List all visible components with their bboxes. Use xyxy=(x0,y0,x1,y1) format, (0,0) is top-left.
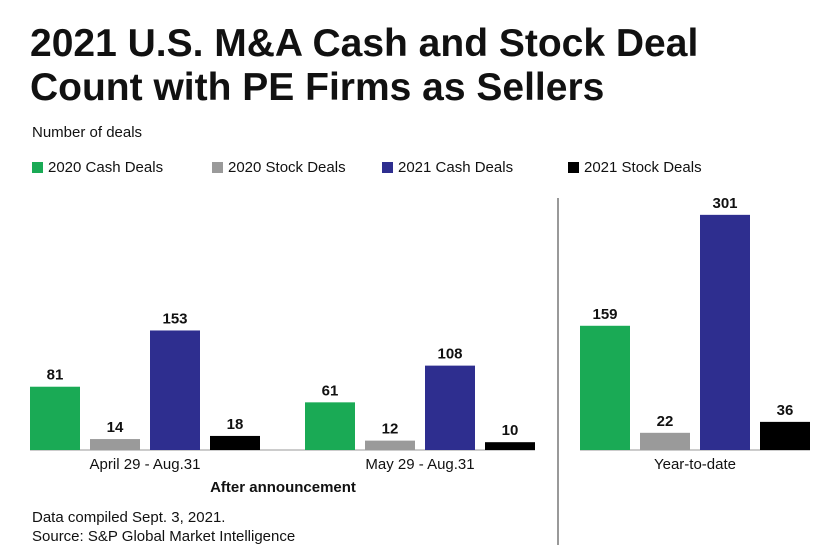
value-label: 12 xyxy=(382,421,399,438)
x-tick-label: May 29 - Aug.31 xyxy=(365,456,474,473)
bar xyxy=(210,435,260,450)
chart-title: 2021 U.S. M&A Cash and Stock Deal Count … xyxy=(30,22,699,109)
value-label: 301 xyxy=(712,195,737,212)
bar xyxy=(150,330,200,450)
legend-label: 2020 Cash Deals xyxy=(48,159,163,176)
value-label: 159 xyxy=(592,306,617,323)
legend-swatch xyxy=(382,162,393,173)
note: Data compiled Sept. 3, 2021. xyxy=(32,509,225,526)
value-label: 14 xyxy=(107,419,124,436)
bar xyxy=(760,421,810,450)
value-label: 18 xyxy=(227,416,244,433)
group-label: After announcement xyxy=(210,479,356,496)
value-label: 36 xyxy=(777,402,794,419)
legend-swatch xyxy=(32,162,43,173)
bar xyxy=(305,402,355,450)
bar xyxy=(580,325,630,450)
note: Source: S&P Global Market Intelligence xyxy=(32,528,295,545)
value-label: 61 xyxy=(322,382,339,399)
y-axis-label: Number of deals xyxy=(32,124,142,141)
bar xyxy=(485,442,535,450)
x-tick-label: April 29 - Aug.31 xyxy=(90,456,201,473)
bar xyxy=(700,214,750,450)
value-label: 22 xyxy=(657,413,674,430)
value-label: 81 xyxy=(47,367,64,384)
x-tick-label: Year-to-date xyxy=(654,456,736,473)
legend-swatch xyxy=(212,162,223,173)
legend-label: 2021 Cash Deals xyxy=(398,159,513,176)
legend-swatch xyxy=(568,162,579,173)
bar xyxy=(425,365,475,450)
legend-label: 2021 Stock Deals xyxy=(584,159,702,176)
bar xyxy=(30,386,80,450)
bar xyxy=(365,440,415,450)
bar xyxy=(90,439,140,450)
value-label: 153 xyxy=(162,310,187,327)
value-label: 10 xyxy=(502,422,519,439)
bar xyxy=(640,432,690,450)
legend-label: 2020 Stock Deals xyxy=(228,159,346,176)
value-label: 108 xyxy=(437,346,462,363)
